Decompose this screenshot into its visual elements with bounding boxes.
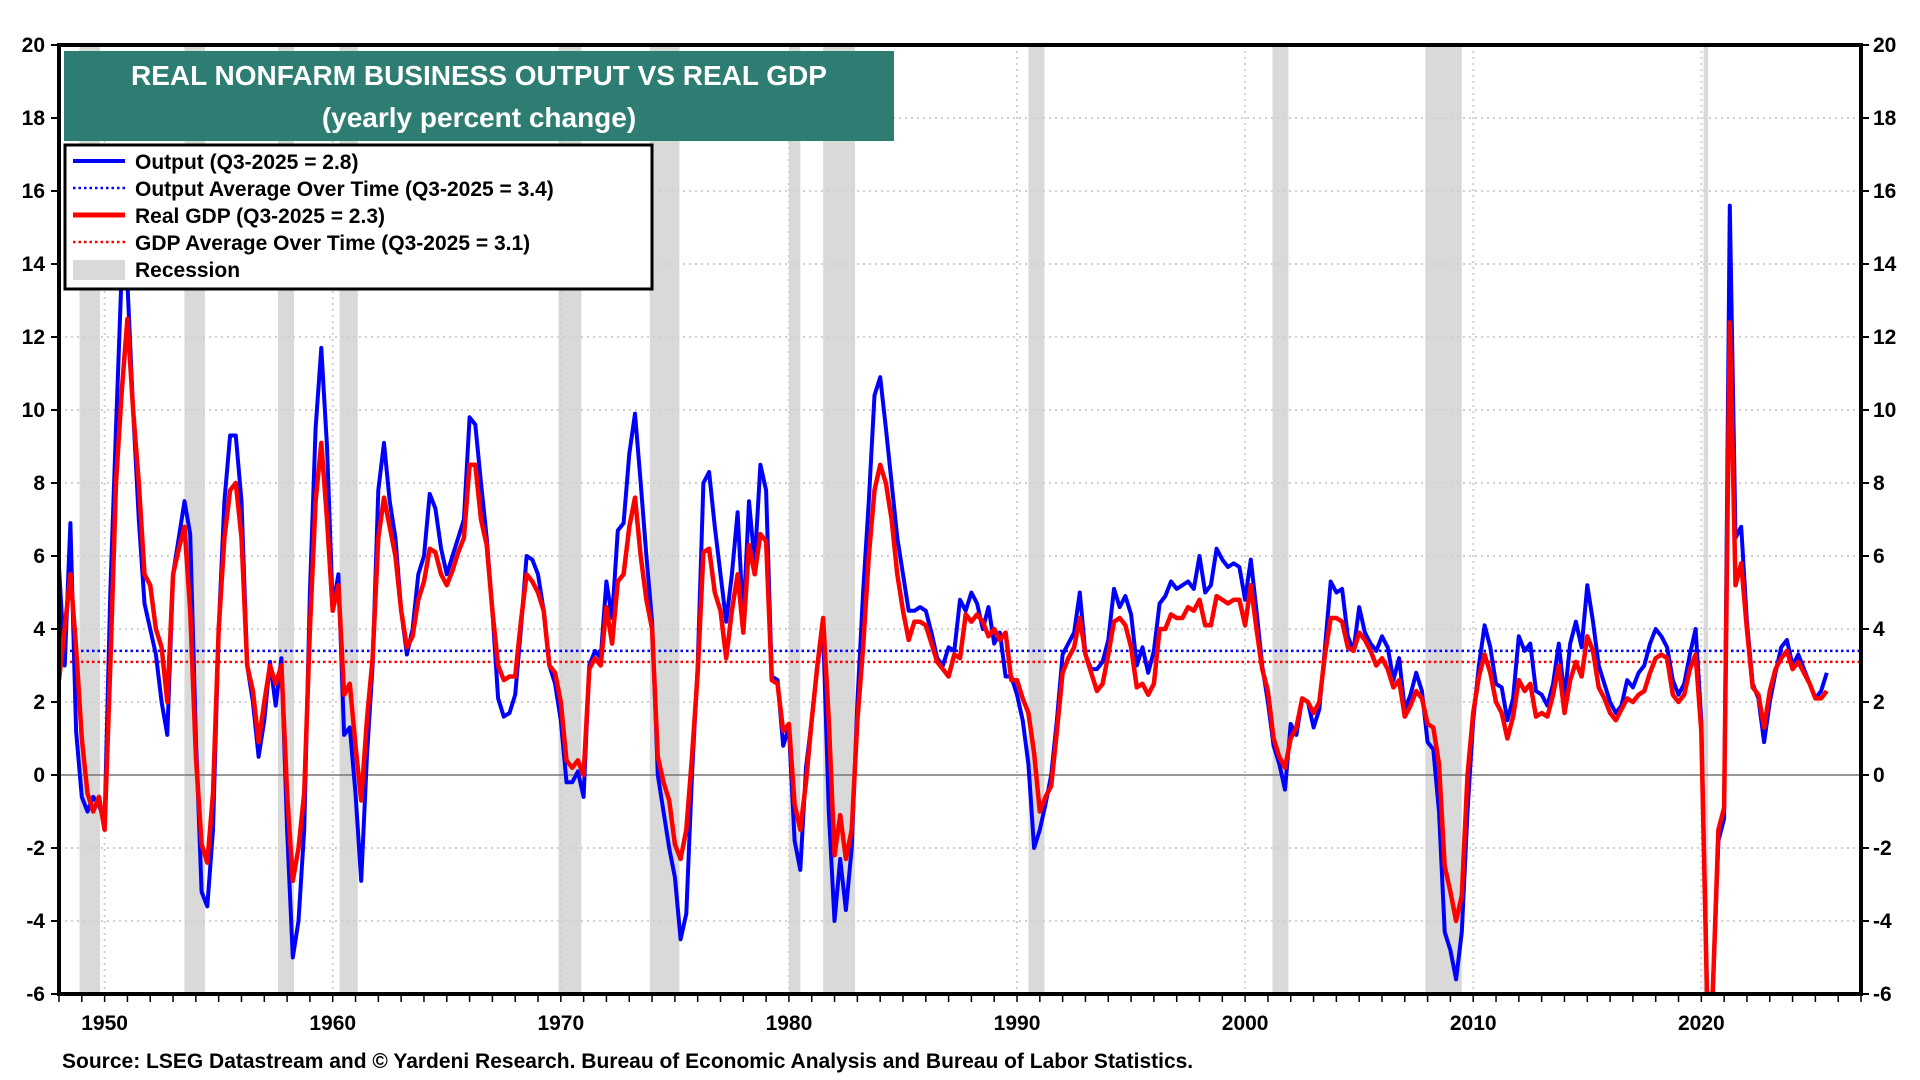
legend-label-gdp: Real GDP (Q3-2025 = 2.3)	[135, 205, 385, 228]
y-tick-label-left: -4	[26, 910, 45, 933]
legend-swatch-recession	[73, 260, 125, 280]
y-tick-label-left: 12	[22, 326, 45, 349]
y-tick-label-right: 2	[1873, 691, 1885, 714]
x-tick-label: 1960	[309, 1012, 356, 1035]
legend-label-recession: Recession	[135, 259, 240, 282]
axes: -6 -6 -4 -4 -2 -2 0 0 2 2 4 4 6 6 8 8 10 10 12 12 14 14 16 16 18…	[22, 34, 1897, 1035]
x-tick-label: 1950	[81, 1012, 128, 1035]
y-tick-label-right: 20	[1873, 34, 1896, 57]
legend-label-output-average: Output Average Over Time (Q3-2025 = 3.4)	[135, 178, 554, 201]
chart-subtitle: (yearly percent change)	[322, 102, 636, 133]
legend: Output (Q3-2025 = 2.8) Output Average Ov…	[63, 143, 654, 291]
chart-title: REAL NONFARM BUSINESS OUTPUT VS REAL GDP	[131, 60, 827, 91]
y-tick-label-left: 16	[22, 180, 45, 203]
y-tick-label-left: 8	[33, 472, 45, 495]
y-tick-label-right: 0	[1873, 764, 1885, 787]
recession-band	[1272, 45, 1289, 994]
y-tick-label-right: 18	[1873, 107, 1897, 130]
y-tick-label-left: 0	[33, 764, 45, 787]
y-tick-label-right: 16	[1873, 180, 1896, 203]
source-note: Source: LSEG Datastream and © Yardeni Re…	[62, 1050, 1193, 1073]
recession-band	[1703, 45, 1709, 994]
x-tick-label: 1980	[766, 1012, 813, 1035]
y-tick-label-left: 6	[33, 545, 45, 568]
recession-band	[1028, 45, 1045, 994]
title-background	[64, 51, 894, 141]
y-tick-label-left: 2	[33, 691, 45, 714]
y-tick-label-left: 10	[22, 399, 45, 422]
y-tick-label-right: 4	[1873, 618, 1885, 641]
y-tick-label-right: 12	[1873, 326, 1896, 349]
y-tick-label-left: 14	[22, 253, 46, 276]
y-tick-label-left: -6	[26, 983, 45, 1006]
x-tick-label: 1990	[994, 1012, 1041, 1035]
series-lines	[59, 203, 1829, 994]
y-tick-label-right: 10	[1873, 399, 1896, 422]
legend-label-output: Output (Q3-2025 = 2.8)	[135, 151, 358, 174]
y-tick-label-right: -2	[1873, 837, 1892, 860]
y-tick-label-right: -6	[1873, 983, 1892, 1006]
y-tick-label-right: -4	[1873, 910, 1892, 933]
legend-box	[63, 143, 654, 291]
y-tick-label-right: 6	[1873, 545, 1885, 568]
x-tick-label: 2010	[1450, 1012, 1497, 1035]
y-tick-label-left: 18	[22, 107, 46, 130]
x-tick-label: 2000	[1222, 1012, 1269, 1035]
legend-label-gdp-average: GDP Average Over Time (Q3-2025 = 3.1)	[135, 232, 530, 255]
recession-band	[788, 45, 801, 994]
y-tick-label-left: 20	[22, 34, 45, 57]
y-tick-label-right: 8	[1873, 472, 1885, 495]
plot-frame	[57, 43, 1863, 996]
title-box: REAL NONFARM BUSINESS OUTPUT VS REAL GDP…	[64, 51, 894, 141]
recession-band	[649, 45, 680, 994]
y-tick-label-left: 4	[33, 618, 45, 641]
x-tick-label: 1970	[537, 1012, 584, 1035]
y-tick-label-right: 14	[1873, 253, 1897, 276]
output-series-line	[59, 203, 1829, 994]
x-tick-label: 2020	[1678, 1012, 1725, 1035]
gdp-series-line	[59, 316, 1829, 994]
y-tick-label-left: -2	[26, 837, 45, 860]
